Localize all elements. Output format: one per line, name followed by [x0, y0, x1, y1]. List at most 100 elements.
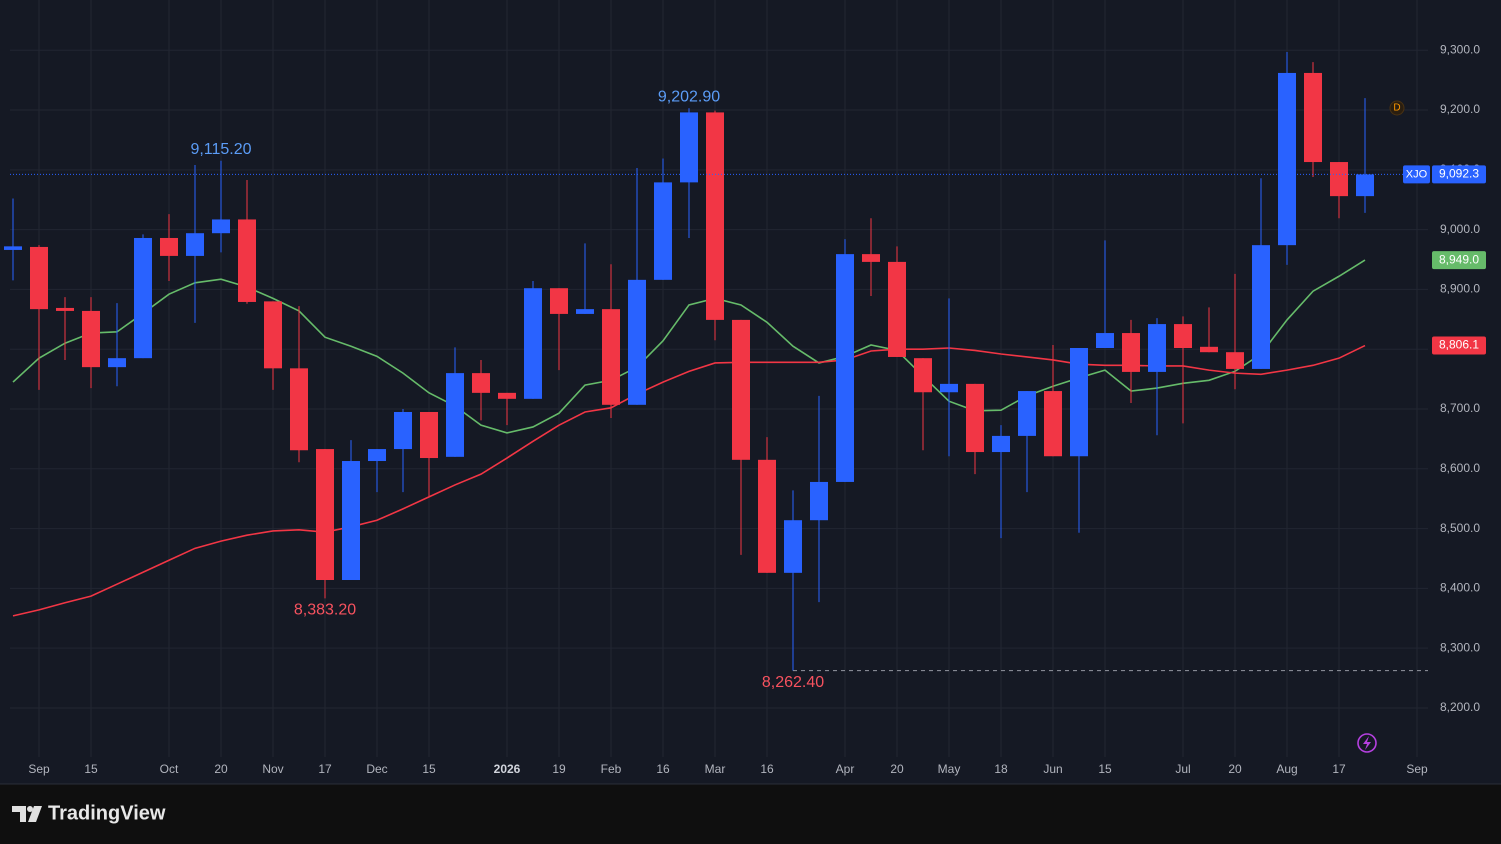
candle-body — [888, 261, 906, 357]
candle-body — [1174, 324, 1192, 349]
event-marker-label: D — [1393, 103, 1400, 114]
y-tick-label: 9,300.0 — [1440, 42, 1480, 56]
x-tick-label: 15 — [1098, 762, 1112, 776]
chart-background — [0, 0, 1501, 784]
x-tick-label: Sep — [28, 762, 50, 776]
x-tick-label: 16 — [760, 762, 774, 776]
candle-body — [134, 237, 152, 359]
x-tick-label: 20 — [1228, 762, 1242, 776]
ma-price-box — [1432, 251, 1486, 270]
x-tick-label: 15 — [84, 762, 98, 776]
last-price-box — [1432, 165, 1486, 184]
candle-body — [1278, 72, 1296, 246]
x-tick-label: 15 — [422, 762, 436, 776]
overlay: 9,115.20 9,202.90 8,383.20 8,262.40 D — [10, 89, 1428, 691]
candle-body — [446, 373, 464, 457]
symbol-label: XJO — [1406, 168, 1428, 180]
x-tick-label: 17 — [318, 762, 332, 776]
candle-body — [368, 449, 386, 462]
low-label: 8,262.40 — [762, 674, 824, 691]
axes: 8,200.0 8,300.0 8,400.0 8,500.0 8,600.0 8,700… — [28, 42, 1486, 776]
candle-body — [680, 112, 698, 183]
candle-body — [108, 358, 126, 368]
brand-logo[interactable]: TradingView — [12, 802, 166, 824]
x-tick-label: 20 — [214, 762, 228, 776]
x-tick-label: 20 — [890, 762, 904, 776]
candle-body — [290, 368, 308, 451]
candle-body — [420, 411, 438, 459]
x-tick-label: 18 — [994, 762, 1008, 776]
event-marker[interactable] — [1389, 100, 1405, 116]
candle-body — [1122, 333, 1140, 372]
x-tick-label: 2026 — [494, 762, 521, 776]
high-label: 9,202.90 — [658, 89, 720, 106]
candle-body — [576, 309, 594, 314]
y-tick-label: 8,700.0 — [1440, 401, 1480, 415]
last-price-label: 9,092.3 — [1439, 167, 1479, 181]
brand-name: TradingView — [48, 802, 166, 824]
candle-body — [758, 459, 776, 573]
x-tick-label: Sep — [1406, 762, 1428, 776]
candle-body — [1226, 352, 1244, 369]
x-tick-label: Jun — [1043, 762, 1062, 776]
ma-price-label: 8,806.1 — [1439, 338, 1479, 352]
ma-price-label: 8,949.0 — [1439, 252, 1479, 266]
low-label: 8,383.20 — [294, 602, 356, 619]
candle-body — [1200, 346, 1218, 353]
candle-body — [1252, 245, 1270, 369]
lightning-icon[interactable] — [1357, 733, 1377, 753]
x-tick-label: 16 — [656, 762, 670, 776]
candle-body — [1148, 324, 1166, 372]
candle-body — [394, 411, 412, 450]
candle-body — [992, 435, 1010, 453]
candle-body — [1018, 391, 1036, 436]
x-tick-label: Dec — [366, 762, 387, 776]
x-tick-label: Jul — [1175, 762, 1190, 776]
x-tick-label: Oct — [160, 762, 179, 776]
candle-body — [238, 219, 256, 302]
candle-body — [30, 246, 48, 310]
candle-body — [862, 254, 880, 262]
candle-body — [966, 383, 984, 453]
candle-body — [524, 288, 542, 399]
x-tick-label: 17 — [1332, 762, 1346, 776]
y-tick-label: 8,500.0 — [1440, 521, 1480, 535]
candle-body — [56, 307, 74, 311]
x-tick-label: May — [938, 762, 961, 776]
x-tick-label: Nov — [262, 762, 283, 776]
candle-body — [732, 319, 750, 460]
candle-body — [654, 182, 672, 280]
y-tick-label: 8,600.0 — [1440, 461, 1480, 475]
candle-body — [1096, 333, 1114, 349]
x-tick-label: Feb — [601, 762, 622, 776]
candle-body — [472, 373, 490, 393]
candle-body — [940, 383, 958, 393]
candle-body — [784, 520, 802, 573]
y-tick-label: 9,000.0 — [1440, 222, 1480, 236]
candle-body — [706, 112, 724, 320]
symbol-tag — [1403, 165, 1430, 184]
x-tick-label: Aug — [1276, 762, 1297, 776]
candle-body — [1304, 72, 1322, 163]
footer-background — [0, 784, 1501, 844]
candle-body — [1044, 391, 1062, 457]
candle-body — [498, 392, 516, 399]
candle-body — [550, 288, 568, 314]
candle-body — [1356, 174, 1374, 197]
candle-body — [264, 301, 282, 369]
candle-body — [914, 358, 932, 393]
candle-body — [160, 237, 178, 256]
y-tick-label: 8,900.0 — [1440, 282, 1480, 296]
x-tick-label: Apr — [836, 762, 855, 776]
candle-body — [1330, 162, 1348, 197]
candle-body — [628, 279, 646, 405]
candle-body — [342, 461, 360, 581]
candle-body — [82, 310, 100, 368]
candle-body — [810, 481, 828, 521]
x-tick-label: 19 — [552, 762, 566, 776]
candle-body — [602, 309, 620, 405]
y-tick-label: 8,200.0 — [1440, 700, 1480, 714]
high-label: 9,115.20 — [190, 141, 251, 158]
candles — [4, 52, 1374, 671]
